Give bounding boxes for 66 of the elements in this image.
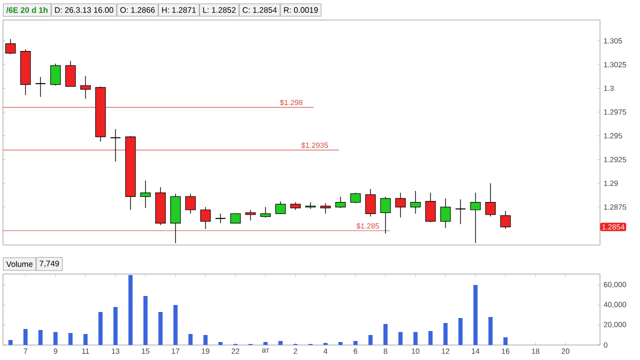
- chart-title: Volume: [6, 261, 33, 267]
- bar: [428, 331, 433, 346]
- candlestick: [380, 196, 391, 234]
- candlestick: [440, 198, 451, 228]
- bar: [473, 285, 478, 346]
- candlestick: [245, 210, 256, 221]
- text: O: 1.2866: [120, 7, 155, 13]
- bar: [38, 330, 43, 346]
- bar: [203, 335, 208, 346]
- bar: [128, 274, 133, 346]
- bar: [113, 307, 118, 346]
- bar: [338, 342, 343, 346]
- bar: [413, 332, 418, 346]
- bar: [23, 329, 28, 346]
- candlestick: [335, 196, 346, 208]
- candlestick: [395, 192, 406, 218]
- candlestick: [350, 192, 361, 204]
- bar: [218, 342, 223, 346]
- candlestick: [200, 206, 211, 230]
- bar: [353, 341, 358, 346]
- bar: [458, 318, 463, 346]
- bar: [443, 323, 448, 346]
- candlestick: [275, 200, 286, 214]
- bar: [368, 335, 373, 346]
- candlestick: [65, 60, 76, 87]
- bar: [383, 324, 388, 346]
- text: R: 0.0019: [284, 7, 318, 13]
- bar: [98, 312, 103, 346]
- candlestick: [410, 190, 421, 214]
- candlestick: [50, 63, 61, 86]
- candlestick: [230, 213, 241, 224]
- text: D: 26.3.13 16.00: [55, 7, 114, 13]
- candlestick: [185, 193, 196, 214]
- text: /6E 20 d 1h: [6, 7, 48, 13]
- bar: [398, 332, 403, 346]
- candlestick: [5, 38, 16, 55]
- candlestick: [425, 192, 436, 223]
- bar: [143, 296, 148, 346]
- candlestick: [365, 188, 376, 217]
- bar: [53, 332, 58, 346]
- candlestick: [215, 213, 226, 224]
- candlestick: [470, 192, 481, 244]
- candlestick: [260, 206, 271, 218]
- candlestick: [485, 182, 496, 217]
- candlestick: [305, 202, 316, 210]
- candlestick: [500, 210, 511, 230]
- candlestick: [110, 128, 121, 162]
- bar: [263, 342, 268, 346]
- bar: [488, 317, 493, 346]
- candlestick: [320, 202, 331, 214]
- text: L: 1.2852: [203, 7, 236, 13]
- candlestick: [35, 76, 46, 98]
- bar: [173, 305, 178, 346]
- text: H: 1.2871: [162, 7, 196, 13]
- bar: [503, 337, 508, 346]
- bar: [158, 312, 163, 346]
- bar: [188, 334, 193, 346]
- text: 7,749: [40, 260, 59, 268]
- bar: [68, 333, 73, 346]
- candlestick: [455, 199, 466, 224]
- bar: [8, 340, 13, 346]
- candlestick: [140, 180, 151, 208]
- bar: [83, 334, 88, 346]
- text: C: 1.2854: [242, 7, 277, 13]
- candlestick: [80, 76, 91, 100]
- bar: [278, 341, 283, 346]
